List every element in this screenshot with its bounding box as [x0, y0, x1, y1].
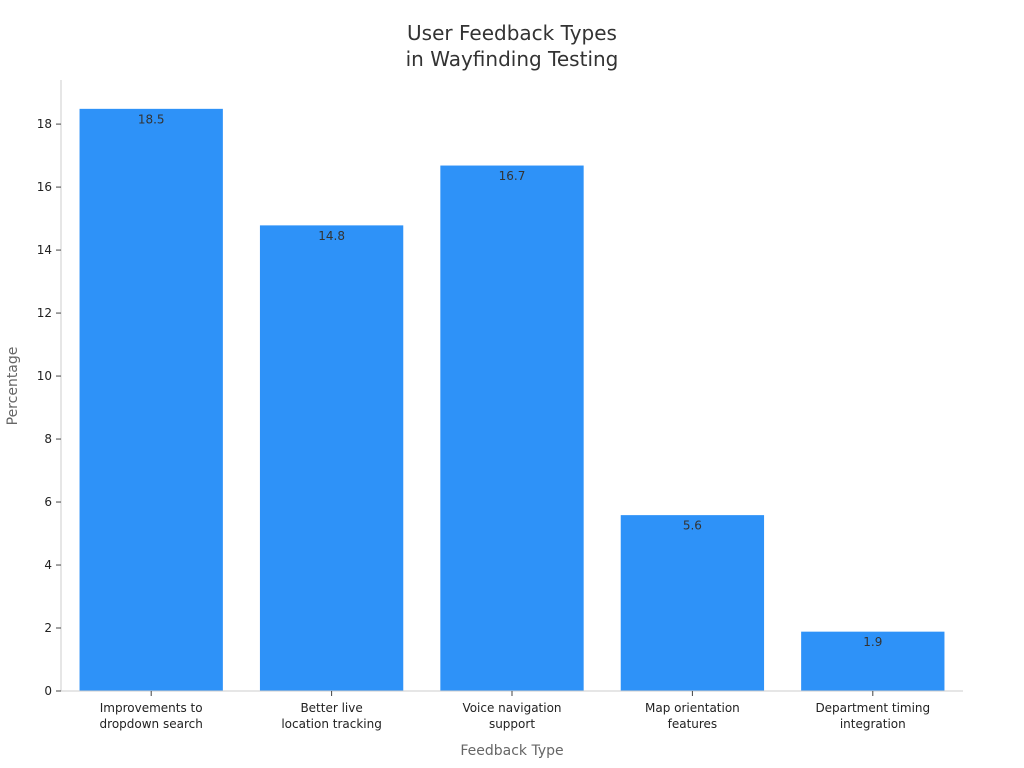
x-tick-label: Map orientation — [645, 701, 740, 715]
x-axis-title: Feedback Type — [460, 743, 563, 759]
y-tick-label: 6 — [44, 495, 52, 509]
y-tick-label: 18 — [37, 117, 52, 131]
bar[interactable] — [258, 224, 405, 692]
x-tick-label: location tracking — [281, 717, 382, 731]
chart-title-line-2: in Wayfinding Testing — [406, 47, 619, 71]
y-tick-label: 8 — [44, 432, 52, 446]
x-tick-label: dropdown search — [100, 717, 203, 731]
bar-data-label: 1.9 — [863, 635, 882, 649]
bar[interactable] — [800, 630, 946, 692]
bar-data-label: 18.5 — [138, 112, 165, 126]
x-tick-label: features — [668, 717, 718, 731]
y-tick-label: 0 — [44, 684, 52, 698]
x-tick-label: integration — [840, 717, 906, 731]
bar-data-label: 5.6 — [683, 519, 702, 533]
y-tick-label: 16 — [37, 180, 52, 194]
x-tick-label: Department timing — [815, 701, 930, 715]
y-tick-label: 2 — [44, 621, 52, 635]
bar-data-label: 14.8 — [318, 229, 345, 243]
y-tick-label: 12 — [37, 306, 52, 320]
y-axis-title: Percentage — [5, 347, 21, 426]
y-tick-label: 14 — [37, 243, 52, 257]
x-tick-label: Better live — [300, 701, 362, 715]
x-tick-label: Improvements to — [100, 701, 203, 715]
bar[interactable] — [78, 107, 224, 692]
bar[interactable] — [439, 164, 585, 692]
chart-title-line-1: User Feedback Types — [407, 21, 617, 45]
x-tick-label: support — [489, 717, 535, 731]
x-tick-label: Voice navigation — [462, 701, 561, 715]
y-tick-label: 4 — [44, 558, 52, 572]
bar[interactable] — [619, 514, 766, 692]
y-tick-label: 10 — [37, 369, 52, 383]
bar-data-label: 16.7 — [499, 169, 526, 183]
